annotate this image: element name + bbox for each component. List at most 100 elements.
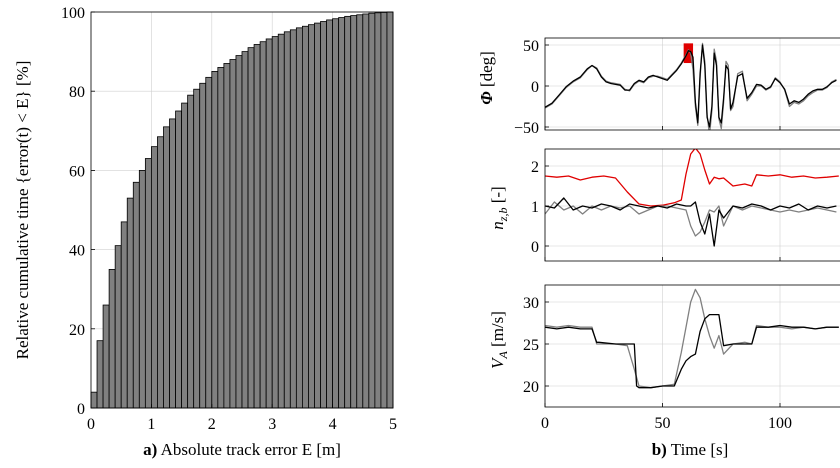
panel-a-bar (163, 126, 170, 409)
panel-b-subplot-frame (544, 148, 840, 262)
panel-b-series-line (545, 313, 839, 389)
panel-a-bar (157, 136, 164, 409)
panel-a-bar (277, 33, 285, 409)
panel-a-bar (96, 340, 104, 409)
panel-a-bar (374, 12, 382, 409)
panel-b-ytick-label: −50 (514, 120, 539, 137)
panel-b-ytick-label: 25 (523, 337, 539, 354)
panel-a-bar (108, 268, 116, 409)
panel-b-subplot-frame (544, 37, 840, 131)
panel-a-bar (247, 47, 255, 409)
panel-b-series-group (545, 42, 837, 130)
panel-b-time-series: −50 0 50 0 1 2 20 25 30 0 50 100 Φ [deg] nz,b [-… (477, 37, 840, 459)
panel-b-ytick-label: 0 (531, 79, 539, 96)
panel-a-bar (241, 51, 249, 409)
panel-a-xtick-label: 2 (208, 416, 216, 433)
panel-a-bar (193, 88, 201, 409)
panel-a-ytick-label: 60 (69, 163, 85, 180)
panel-a-bar (332, 18, 340, 409)
panel-a-bar (320, 21, 327, 409)
panel-a-ytick-label: 20 (69, 322, 85, 339)
panel-a-bar (283, 31, 291, 409)
panel-a-ytick-label: 40 (69, 243, 85, 260)
panel-a-histogram: 0 1 2 3 4 5 0 20 40 60 80 100 Relative cumulative t… (13, 5, 397, 459)
panel-b-series-line (545, 42, 837, 130)
panel-b-series-group (545, 288, 839, 389)
speed-unit: [m/s] (488, 311, 507, 347)
panel-b-xlabel: Time [s] (671, 440, 728, 459)
panel-b-ytick-label: 1 (531, 199, 539, 216)
panel-b-subplot-frame (544, 284, 840, 408)
panel-b-roll-ylabel: Φ [deg] (477, 51, 496, 105)
panel-a-bar (344, 15, 352, 409)
panel-a-bar (326, 19, 333, 409)
panel-a-bar (235, 55, 243, 409)
panel-a-label: a) (143, 440, 157, 459)
panel-b-load-ylabel: nz,b [-] (488, 186, 510, 229)
panel-a-frame (90, 11, 394, 409)
panel-a-bar (223, 63, 231, 409)
panel-a-bar (211, 71, 219, 409)
roll-unit: [deg] (477, 51, 496, 87)
panel-a-bar (169, 118, 176, 409)
panel-a-xtick-label: 5 (389, 416, 397, 433)
load-subscript: z,b (496, 208, 510, 223)
panel-a-bar (229, 59, 237, 409)
speed-symbol: V (488, 356, 507, 369)
panel-a-bar (144, 158, 152, 409)
speed-subscript: A (496, 351, 510, 360)
panel-a-ytick-label: 0 (77, 401, 85, 418)
panel-b-xticks: 0 50 100 (541, 415, 792, 432)
panel-b-series-line (545, 197, 837, 247)
panel-b-series-line (545, 288, 839, 389)
panel-a-ticks: 0 1 2 3 4 5 0 20 40 60 80 100 (61, 5, 397, 433)
panel-a-bar (350, 15, 358, 409)
panel-a-bar (356, 14, 364, 409)
panel-a-bar (175, 110, 182, 409)
panel-a-bar (289, 29, 297, 409)
panel-a-bar (90, 391, 98, 409)
panel-a-bar (386, 11, 394, 409)
panel-a-bar (132, 181, 140, 409)
panel-b-ytick-label: 30 (523, 295, 539, 312)
panel-a-xtick-label: 4 (329, 416, 337, 433)
panel-b-roll-highlight (683, 43, 694, 64)
panel-b-ytick-label: 2 (531, 159, 539, 176)
panel-a-bar (150, 146, 158, 409)
panel-a-bar (295, 27, 303, 409)
panel-b-xtick-label: 50 (655, 415, 671, 432)
panel-a-xtick-label: 0 (87, 416, 95, 433)
panel-a-bar (362, 13, 370, 409)
panel-a-bar (205, 76, 213, 409)
panel-b-label: b) (652, 440, 667, 459)
panel-a-xlabel: Absolute track error E [m] (161, 440, 341, 459)
panel-a-ylabel: Relative cumulative time {error(t) < E} … (13, 61, 32, 360)
panel-a-bar (380, 11, 388, 409)
panel-b-series-group (545, 149, 839, 247)
panel-a-bar (199, 82, 207, 409)
panel-a-bar (338, 17, 346, 409)
panel-a-caption: a) Absolute track error E [m] (143, 440, 341, 459)
panel-b-caption: b) Time [s] (652, 440, 729, 459)
panel-b-ytick-label: 0 (531, 239, 539, 256)
panel-b-load-factor-subplot: 0 1 2 (531, 148, 840, 262)
panel-b-series-line (545, 44, 837, 128)
panel-b-speed-ylabel: VA [m/s] (488, 311, 510, 369)
panel-a-bar (253, 44, 261, 409)
panel-b-ytick-label: 20 (523, 379, 539, 396)
load-unit: [-] (488, 186, 507, 203)
panel-b-ytick-label: 50 (523, 38, 539, 55)
panel-a-bar (259, 41, 267, 409)
panel-a-bar (308, 24, 315, 409)
panel-a-xtick-label: 3 (268, 416, 276, 433)
panel-a-bar (102, 304, 110, 409)
panel-a-bar (187, 94, 195, 409)
panel-b-xtick-label: 100 (768, 415, 792, 432)
panel-a-bar (217, 67, 225, 409)
panel-b-series-line (545, 149, 839, 207)
load-symbol: n (488, 221, 507, 230)
panel-b-roll-subplot: −50 0 50 (514, 37, 840, 137)
panel-a-ytick-label: 80 (69, 84, 85, 101)
panel-a-bar (271, 36, 279, 409)
